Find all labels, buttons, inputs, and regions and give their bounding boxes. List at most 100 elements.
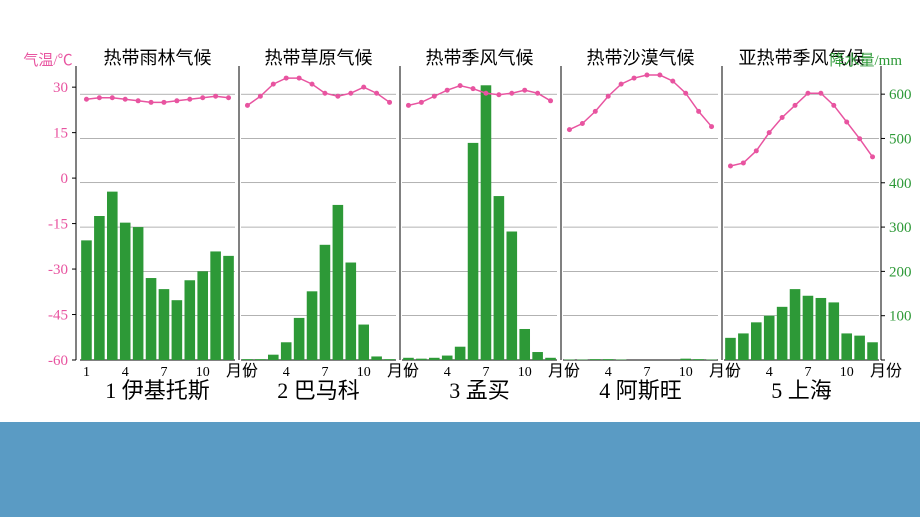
precip-bar xyxy=(333,205,344,360)
precip-bar xyxy=(384,359,395,360)
temp-marker xyxy=(84,97,89,102)
temp-marker xyxy=(406,103,411,108)
temp-marker xyxy=(213,94,218,99)
temp-marker xyxy=(709,124,714,129)
temp-marker xyxy=(857,136,862,141)
precip-tick-label: 600 xyxy=(889,87,912,103)
precip-bar xyxy=(803,296,814,360)
temp-marker xyxy=(483,91,488,96)
temp-axis-title: 气温/℃ xyxy=(23,52,72,69)
temp-marker xyxy=(657,73,662,78)
temp-marker xyxy=(226,95,231,100)
city-label: 2 巴马科 xyxy=(277,378,360,403)
temp-marker xyxy=(445,88,450,93)
precip-bar xyxy=(603,359,614,360)
temp-marker xyxy=(271,82,276,87)
temp-marker xyxy=(683,91,688,96)
city-label: 4 阿斯旺 xyxy=(599,378,682,403)
precip-bar xyxy=(738,333,749,360)
precip-bar xyxy=(680,359,691,360)
precip-bar xyxy=(416,359,427,360)
temp-marker xyxy=(149,100,154,105)
city-label: 5 上海 xyxy=(771,378,832,403)
temp-marker xyxy=(458,83,463,88)
precip-bar xyxy=(590,359,601,360)
precip-bar xyxy=(519,329,530,360)
temp-marker xyxy=(161,100,166,105)
temp-line xyxy=(247,78,389,105)
precip-bar xyxy=(320,245,331,360)
temp-marker xyxy=(696,109,701,114)
temp-marker xyxy=(322,91,327,96)
temp-tick-label: 15 xyxy=(53,126,68,142)
precip-bar xyxy=(532,352,543,360)
precip-bar xyxy=(281,342,292,360)
month-axis-label: 月份 xyxy=(226,362,258,380)
month-tick: 1 xyxy=(566,365,573,380)
precip-tick-label: 500 xyxy=(889,131,912,147)
climate-title: 热带雨林气候 xyxy=(104,48,212,68)
temp-marker xyxy=(387,100,392,105)
precip-bar xyxy=(268,355,279,360)
precip-bar xyxy=(751,322,762,360)
temp-line xyxy=(86,96,228,102)
temp-marker xyxy=(200,95,205,100)
precip-bar xyxy=(790,289,801,360)
precip-bar xyxy=(371,356,382,360)
precip-bar xyxy=(828,302,839,360)
temp-marker xyxy=(297,76,302,81)
temp-marker xyxy=(310,82,315,87)
precip-bar xyxy=(777,307,788,360)
precip-bar xyxy=(506,232,517,360)
month-tick: 1 xyxy=(727,365,734,380)
temp-marker xyxy=(593,109,598,114)
temp-marker xyxy=(348,91,353,96)
temp-marker xyxy=(258,94,263,99)
temp-tick-label: -15 xyxy=(48,217,68,233)
temp-marker xyxy=(509,91,514,96)
precip-bar xyxy=(146,278,157,360)
temp-marker xyxy=(767,130,772,135)
temp-marker xyxy=(335,94,340,99)
precip-bar xyxy=(725,338,736,360)
temp-marker xyxy=(174,98,179,103)
temp-tick-label: -45 xyxy=(48,308,68,324)
city-label: 1 伊基托斯 xyxy=(105,378,210,403)
month-tick: 10 xyxy=(840,365,854,380)
temp-marker xyxy=(670,79,675,84)
month-tick: 1 xyxy=(244,365,251,380)
climate-title: 热带草原气候 xyxy=(265,48,373,68)
climate-title: 热带沙漠气候 xyxy=(587,48,695,68)
temp-marker xyxy=(606,94,611,99)
temp-marker xyxy=(644,73,649,78)
temp-marker xyxy=(580,121,585,126)
precip-bar xyxy=(854,336,865,360)
temp-marker xyxy=(793,103,798,108)
temp-line xyxy=(730,93,872,166)
temp-marker xyxy=(374,91,379,96)
precip-bar xyxy=(468,143,479,360)
precip-bar xyxy=(693,359,704,360)
precip-bar xyxy=(120,223,131,360)
temp-line xyxy=(569,75,711,130)
precip-bar xyxy=(358,325,369,360)
precip-bar xyxy=(172,300,183,360)
month-tick: 1 xyxy=(405,365,412,380)
month-axis-label: 月份 xyxy=(870,362,902,380)
precip-tick-label: 100 xyxy=(889,309,912,325)
month-axis-label: 月份 xyxy=(709,362,741,380)
precip-bar xyxy=(403,358,414,360)
footer-band xyxy=(0,422,920,517)
temp-marker xyxy=(831,103,836,108)
precip-bar xyxy=(81,240,92,360)
climate-title: 热带季风气候 xyxy=(426,48,534,68)
temp-tick-label: -60 xyxy=(48,353,68,369)
precip-bar xyxy=(455,347,466,360)
temp-marker xyxy=(284,76,289,81)
precip-bar xyxy=(545,358,556,360)
precip-bar xyxy=(867,342,878,360)
precip-bar xyxy=(242,359,253,360)
precip-bar xyxy=(94,216,105,360)
temp-tick-label: 0 xyxy=(61,171,69,187)
temp-marker xyxy=(754,148,759,153)
